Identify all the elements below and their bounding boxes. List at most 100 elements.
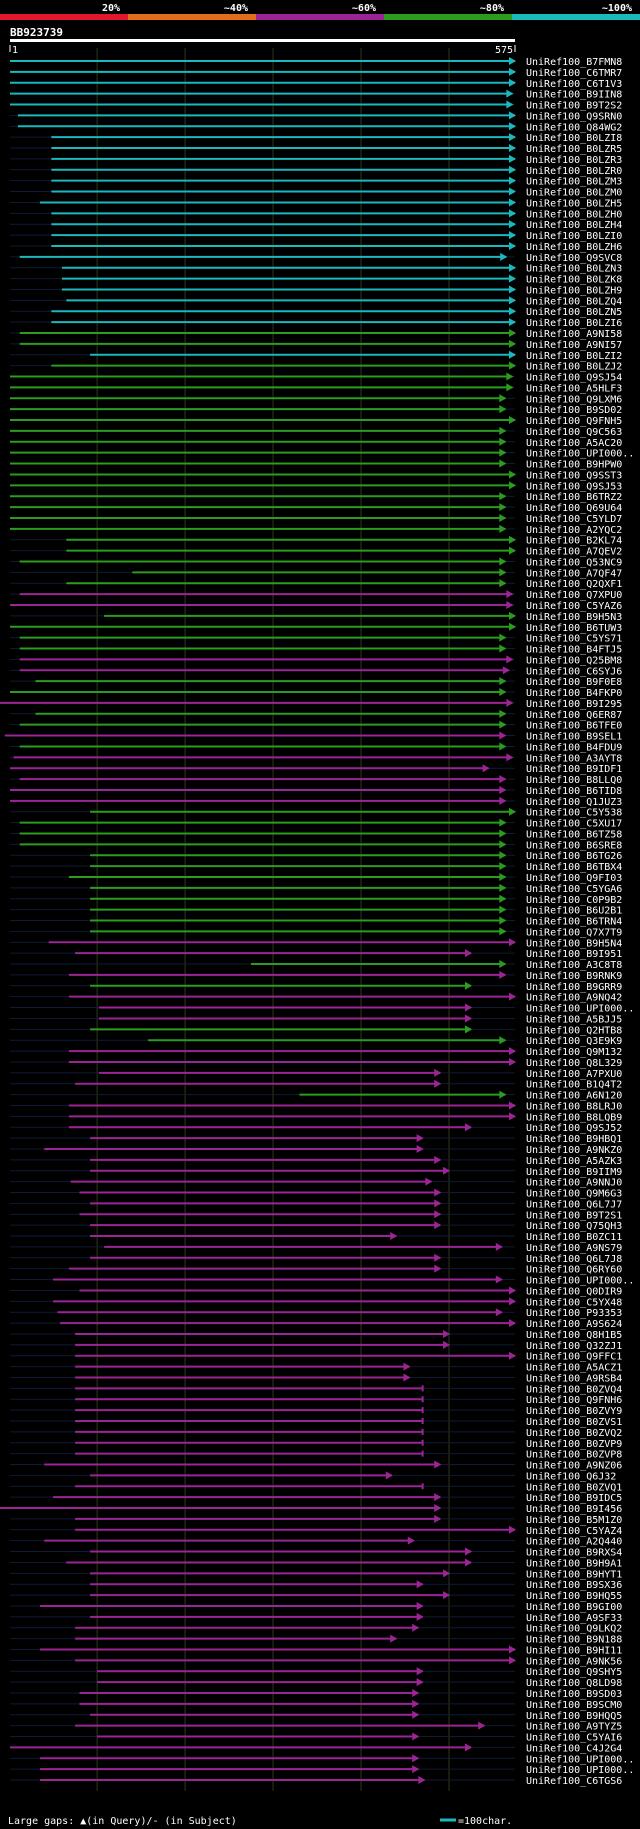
hit-label[interactable]: UniRef100_C6TGS6 [526, 1776, 622, 1787]
hit-label[interactable]: UniRef100_Q9LKQ2 [526, 1624, 622, 1635]
hit-label[interactable]: UniRef100_B6TG26 [526, 851, 622, 862]
hit-label[interactable]: UniRef100_UPI000.. [526, 1754, 634, 1765]
hit-label[interactable]: UniRef100_B0LZI0 [526, 231, 622, 242]
hit-label[interactable]: UniRef100_B0LZH0 [526, 209, 622, 220]
hit-label[interactable]: UniRef100_C5XU17 [526, 819, 622, 830]
hit-label[interactable]: UniRef100_Q6L7J8 [526, 1254, 622, 1265]
hit-label[interactable]: UniRef100_B0LZK8 [526, 275, 622, 286]
hit-label[interactable]: UniRef100_B0LZH6 [526, 242, 622, 253]
hit-label[interactable]: UniRef100_B9GRR9 [526, 982, 622, 993]
hit-label[interactable]: UniRef100_B6TRZ2 [526, 492, 622, 503]
hit-label[interactable]: UniRef100_A2Q440 [526, 1537, 622, 1548]
hit-label[interactable]: UniRef100_A7QF47 [526, 568, 622, 579]
hit-label[interactable]: UniRef100_C0P9B2 [526, 895, 622, 906]
hit-label[interactable]: UniRef100_C5Y538 [526, 808, 622, 819]
hit-label[interactable]: UniRef100_Q6J32 [526, 1471, 616, 1482]
hit-label[interactable]: UniRef100_C5YAZ4 [526, 1526, 622, 1537]
hit-label[interactable]: UniRef100_C6TMR7 [526, 68, 622, 79]
hit-label[interactable]: UniRef100_A9NS79 [526, 1243, 622, 1254]
hit-label[interactable]: UniRef100_B0ZVS1 [526, 1417, 622, 1428]
hit-label[interactable]: UniRef100_Q8LD98 [526, 1678, 622, 1689]
hit-label[interactable]: UniRef100_B9HPW0 [526, 460, 622, 471]
hit-label[interactable]: UniRef100_Q3E9K9 [526, 1036, 622, 1047]
hit-label[interactable]: UniRef100_B0ZVQ4 [526, 1384, 622, 1395]
hit-label[interactable]: UniRef100_A9NNJ0 [526, 1178, 622, 1189]
hit-label[interactable]: UniRef100_Q9SHY5 [526, 1667, 622, 1678]
hit-label[interactable]: UniRef100_B9GI00 [526, 1602, 622, 1613]
hit-label[interactable]: UniRef100_B9H9A1 [526, 1558, 622, 1569]
hit-label[interactable]: UniRef100_B9I951 [526, 949, 622, 960]
hit-label[interactable]: UniRef100_B6U2B1 [526, 906, 622, 917]
hit-label[interactable]: UniRef100_B9H5N4 [526, 938, 622, 949]
hit-label[interactable]: UniRef100_Q6RY60 [526, 1265, 622, 1276]
hit-label[interactable]: UniRef100_B0LZM0 [526, 188, 622, 199]
hit-label[interactable]: UniRef100_B9HI11 [526, 1645, 622, 1656]
hit-label[interactable]: UniRef100_A3AYT8 [526, 753, 622, 764]
hit-label[interactable]: UniRef100_A9SF33 [526, 1613, 622, 1624]
hit-label[interactable]: UniRef100_Q84WG2 [526, 122, 622, 133]
hit-label[interactable]: UniRef100_Q2HTB8 [526, 1025, 622, 1036]
hit-label[interactable]: UniRef100_B0LZN3 [526, 264, 622, 275]
hit-label[interactable]: UniRef100_B9T2S1 [526, 1210, 622, 1221]
hit-label[interactable]: UniRef100_UPI000.. [526, 449, 634, 460]
hit-label[interactable]: UniRef100_Q7X7T9 [526, 927, 622, 938]
hit-label[interactable]: UniRef100_B9IDC5 [526, 1493, 622, 1504]
hit-label[interactable]: UniRef100_Q9SVC8 [526, 253, 622, 264]
hit-label[interactable]: UniRef100_Q1JUZ3 [526, 797, 622, 808]
hit-label[interactable]: UniRef100_A9NQ42 [526, 993, 622, 1004]
hit-label[interactable]: UniRef100_P93353 [526, 1308, 622, 1319]
hit-label[interactable]: UniRef100_Q6ER87 [526, 710, 622, 721]
hit-label[interactable]: UniRef100_A9S624 [526, 1319, 622, 1330]
hit-label[interactable]: UniRef100_B0LZR0 [526, 166, 622, 177]
hit-label[interactable]: UniRef100_Q2QXF1 [526, 579, 622, 590]
hit-label[interactable]: UniRef100_B0LZI2 [526, 351, 622, 362]
hit-label[interactable]: UniRef100_UPI000.. [526, 1276, 634, 1287]
hit-label[interactable]: UniRef100_C5YAI6 [526, 1733, 622, 1744]
hit-label[interactable]: UniRef100_Q32ZJ1 [526, 1341, 622, 1352]
hit-label[interactable]: UniRef100_B5M1Z0 [526, 1515, 622, 1526]
hit-label[interactable]: UniRef100_B9HQ55 [526, 1591, 622, 1602]
hit-label[interactable]: UniRef100_B9HQQ5 [526, 1711, 622, 1722]
hit-label[interactable]: UniRef100_B9HYT1 [526, 1569, 622, 1580]
hit-label[interactable]: UniRef100_C6T1V3 [526, 79, 622, 90]
hit-label[interactable]: UniRef100_B0LZQ4 [526, 296, 622, 307]
hit-label[interactable]: UniRef100_B4FTJ5 [526, 645, 622, 656]
hit-label[interactable]: UniRef100_B9SD03 [526, 1689, 622, 1700]
hit-label[interactable]: UniRef100_Q25BM8 [526, 655, 622, 666]
hit-label[interactable]: UniRef100_UPI000.. [526, 1004, 634, 1015]
hit-label[interactable]: UniRef100_B9SX36 [526, 1580, 622, 1591]
hit-label[interactable]: UniRef100_C5YAZ6 [526, 601, 622, 612]
hit-label[interactable]: UniRef100_B9HBQ1 [526, 1134, 622, 1145]
hit-label[interactable]: UniRef100_B4FKP0 [526, 688, 622, 699]
hit-label[interactable]: UniRef100_Q9SJ52 [526, 1123, 622, 1134]
hit-label[interactable]: UniRef100_C5YS71 [526, 634, 622, 645]
hit-label[interactable]: UniRef100_B6TRN4 [526, 917, 622, 928]
hit-label[interactable]: UniRef100_B9H5N3 [526, 612, 622, 623]
hit-label[interactable]: UniRef100_Q75QH3 [526, 1221, 622, 1232]
hit-label[interactable]: UniRef100_B9IDF1 [526, 764, 622, 775]
hit-label[interactable]: UniRef100_C6SYJ6 [526, 666, 622, 677]
hit-label[interactable]: UniRef100_C5YGA6 [526, 884, 622, 895]
hit-label[interactable]: UniRef100_A9RSB4 [526, 1373, 622, 1384]
hit-label[interactable]: UniRef100_A9NI58 [526, 329, 622, 340]
hit-label[interactable]: UniRef100_Q9FNH6 [526, 1395, 622, 1406]
hit-label[interactable]: UniRef100_B1Q4T2 [526, 1080, 622, 1091]
hit-label[interactable]: UniRef100_A5AC20 [526, 438, 622, 449]
hit-label[interactable]: UniRef100_B9F0E8 [526, 677, 622, 688]
hit-label[interactable]: UniRef100_B0LZJ2 [526, 362, 622, 373]
hit-label[interactable]: UniRef100_B0ZC11 [526, 1232, 622, 1243]
hit-label[interactable]: UniRef100_A5AZK3 [526, 1156, 622, 1167]
hit-label[interactable]: UniRef100_B0ZVP9 [526, 1439, 622, 1450]
hit-label[interactable]: UniRef100_Q9FFC1 [526, 1352, 622, 1363]
hit-label[interactable]: UniRef100_B9IIN8 [526, 90, 622, 101]
hit-label[interactable]: UniRef100_Q8L329 [526, 1058, 622, 1069]
hit-label[interactable]: UniRef100_B6SRE8 [526, 840, 622, 851]
hit-label[interactable]: UniRef100_Q9M6G3 [526, 1189, 622, 1200]
hit-label[interactable]: UniRef100_B4FDU9 [526, 742, 622, 753]
hit-label[interactable]: UniRef100_A6N120 [526, 1091, 622, 1102]
hit-label[interactable]: UniRef100_B0ZVP8 [526, 1450, 622, 1461]
hit-label[interactable]: UniRef100_B9IIM9 [526, 1167, 622, 1178]
hit-label[interactable]: UniRef100_Q9SJ54 [526, 373, 622, 384]
hit-label[interactable]: UniRef100_B0ZVQ2 [526, 1428, 622, 1439]
hit-label[interactable]: UniRef100_B0LZI8 [526, 133, 622, 144]
